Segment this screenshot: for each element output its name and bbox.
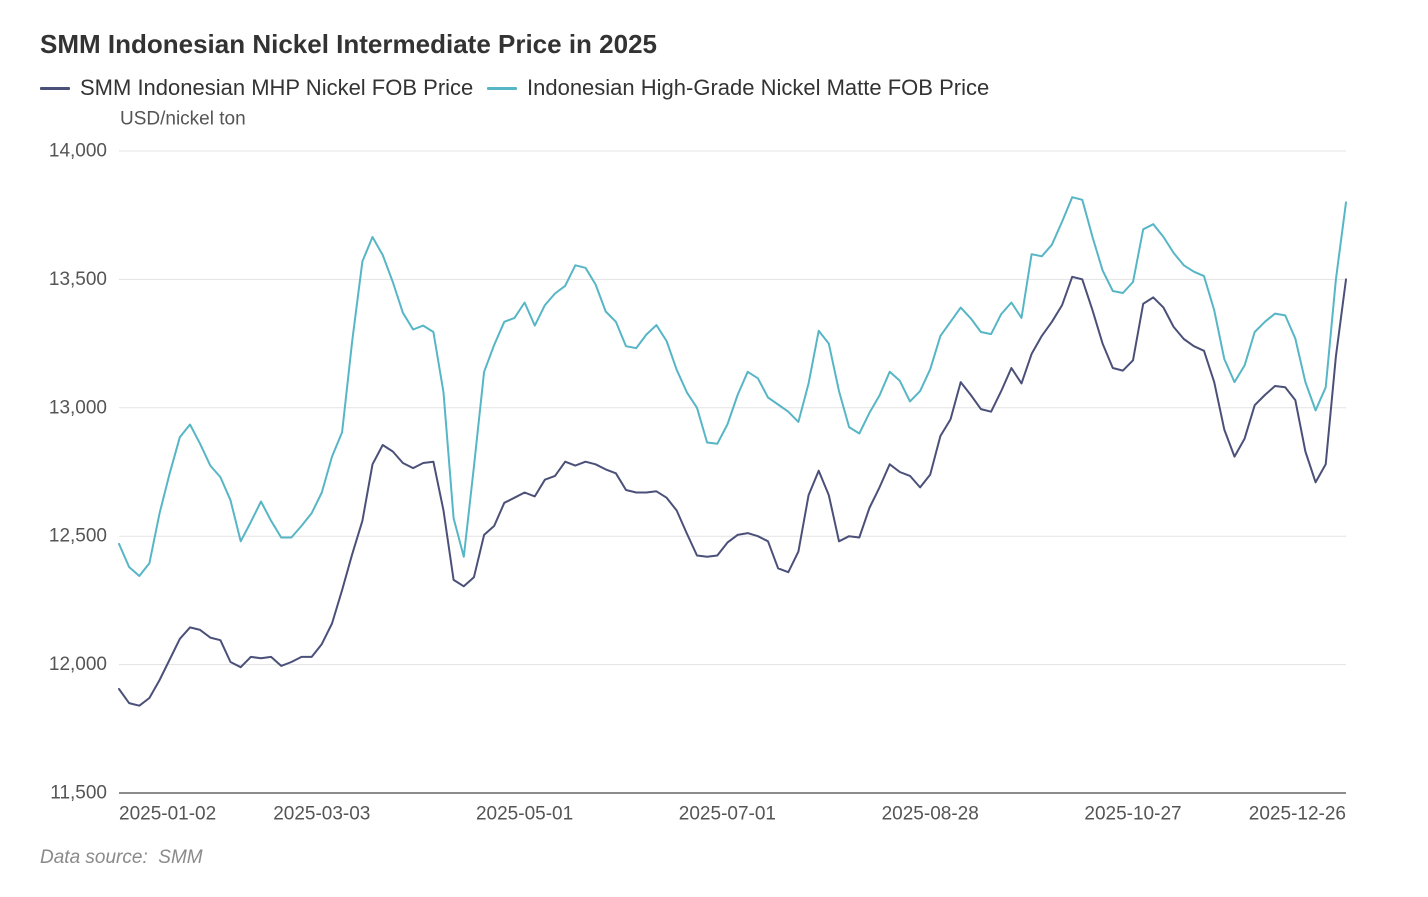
x-tick-label-1: 2025-03-03: [273, 804, 370, 825]
chart-title: SMM Indonesian Nickel Intermediate Price…: [40, 29, 657, 59]
y-tick-label-5: 14,000: [49, 141, 107, 162]
x-tick-label-3: 2025-07-01: [679, 804, 776, 825]
legend-line-mhp-icon: [40, 86, 70, 90]
y-tick-label-2: 12,500: [49, 526, 107, 547]
y-tick-label-4: 13,500: [49, 269, 107, 290]
legend-label-mhp: SMM Indonesian MHP Nickel FOB Price: [80, 75, 474, 100]
y-tick-label-3: 13,000: [49, 397, 107, 418]
x-tick-label-5: 2025-10-27: [1084, 804, 1181, 825]
legend-label-matte: Indonesian High-Grade Nickel Matte FOB P…: [527, 75, 990, 100]
legend-item-matte[interactable]: Indonesian High-Grade Nickel Matte FOB P…: [487, 74, 989, 102]
data-source-note: Data source: SMM: [40, 847, 203, 868]
y-tick-label-1: 12,000: [49, 654, 107, 675]
axes: 11,500 12,000 12,500 13,000 13,500 14,000 2025…: [49, 141, 1346, 825]
x-tick-label-6: 2025-12-26: [1249, 804, 1346, 825]
series-line-matte: [118, 196, 1347, 577]
series-line-mhp: [118, 275, 1347, 707]
legend-line-matte-icon: [487, 86, 517, 90]
y-axis-unit-label: USD/nickel ton: [120, 109, 246, 130]
x-tick-label-4: 2025-08-28: [882, 804, 979, 825]
series-lines: [118, 196, 1347, 707]
x-tick-label-0: 2025-01-02: [119, 804, 216, 825]
y-tick-label-0: 11,500: [50, 783, 107, 804]
legend-item-mhp[interactable]: SMM Indonesian MHP Nickel FOB Price: [40, 74, 473, 102]
x-tick-label-2: 2025-05-01: [476, 804, 573, 825]
gridlines: [119, 150, 1346, 666]
